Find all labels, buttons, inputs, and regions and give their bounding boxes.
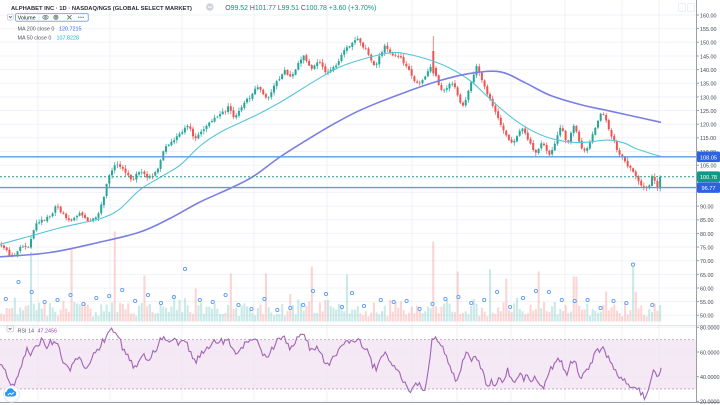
- svg-text:125.00: 125.00: [700, 109, 717, 115]
- svg-text:75.00: 75.00: [700, 246, 714, 252]
- svg-text:70.00: 70.00: [700, 259, 714, 265]
- svg-text:150.00: 150.00: [700, 41, 717, 47]
- svg-text:115.00: 115.00: [700, 136, 716, 142]
- svg-text:108.05: 108.05: [700, 155, 717, 161]
- svg-text:85.00: 85.00: [700, 218, 714, 224]
- svg-text:90.00: 90.00: [700, 205, 714, 211]
- svg-text:96.77: 96.77: [702, 186, 716, 192]
- svg-text:20.0000: 20.0000: [700, 400, 720, 405]
- svg-text:160.00: 160.00: [700, 13, 717, 19]
- svg-text:Volume: Volume: [18, 15, 36, 21]
- svg-text:MA 200 close 0: MA 200 close 0: [18, 27, 55, 33]
- svg-text:130.00: 130.00: [700, 95, 717, 101]
- svg-text:47.2456: 47.2456: [38, 328, 58, 334]
- svg-text:135.00: 135.00: [700, 82, 717, 88]
- svg-text:MA 50 close 0: MA 50 close 0: [18, 36, 52, 42]
- svg-text:50.00: 50.00: [700, 314, 714, 320]
- svg-text:60.0000: 60.0000: [700, 350, 720, 356]
- svg-text:80.0000: 80.0000: [700, 326, 720, 332]
- svg-text:55.00: 55.00: [700, 300, 714, 306]
- svg-text:RSI 14: RSI 14: [18, 328, 34, 334]
- svg-text:ALPHABET INC · 1D · NASDAQ/NGS: ALPHABET INC · 1D · NASDAQ/NGS (GLOBAL S…: [11, 6, 192, 12]
- svg-text:40.0000: 40.0000: [700, 375, 720, 381]
- svg-text:105.00: 105.00: [700, 164, 717, 170]
- svg-text:120.00: 120.00: [700, 123, 717, 129]
- svg-text:155.00: 155.00: [700, 27, 717, 33]
- svg-text:140.00: 140.00: [700, 68, 717, 74]
- svg-text:145.00: 145.00: [700, 54, 717, 60]
- svg-text:107.8228: 107.8228: [57, 36, 79, 42]
- svg-text:60.00: 60.00: [700, 286, 714, 292]
- svg-text:O99.52 H101.77 L99.51 C100.78: O99.52 H101.77 L99.51 C100.78 +3.60 (+3.…: [225, 5, 376, 12]
- svg-text:100.78: 100.78: [700, 175, 717, 181]
- svg-text:120.7215: 120.7215: [59, 27, 81, 33]
- svg-text:80.00: 80.00: [700, 232, 714, 238]
- svg-text:65.00: 65.00: [700, 273, 714, 279]
